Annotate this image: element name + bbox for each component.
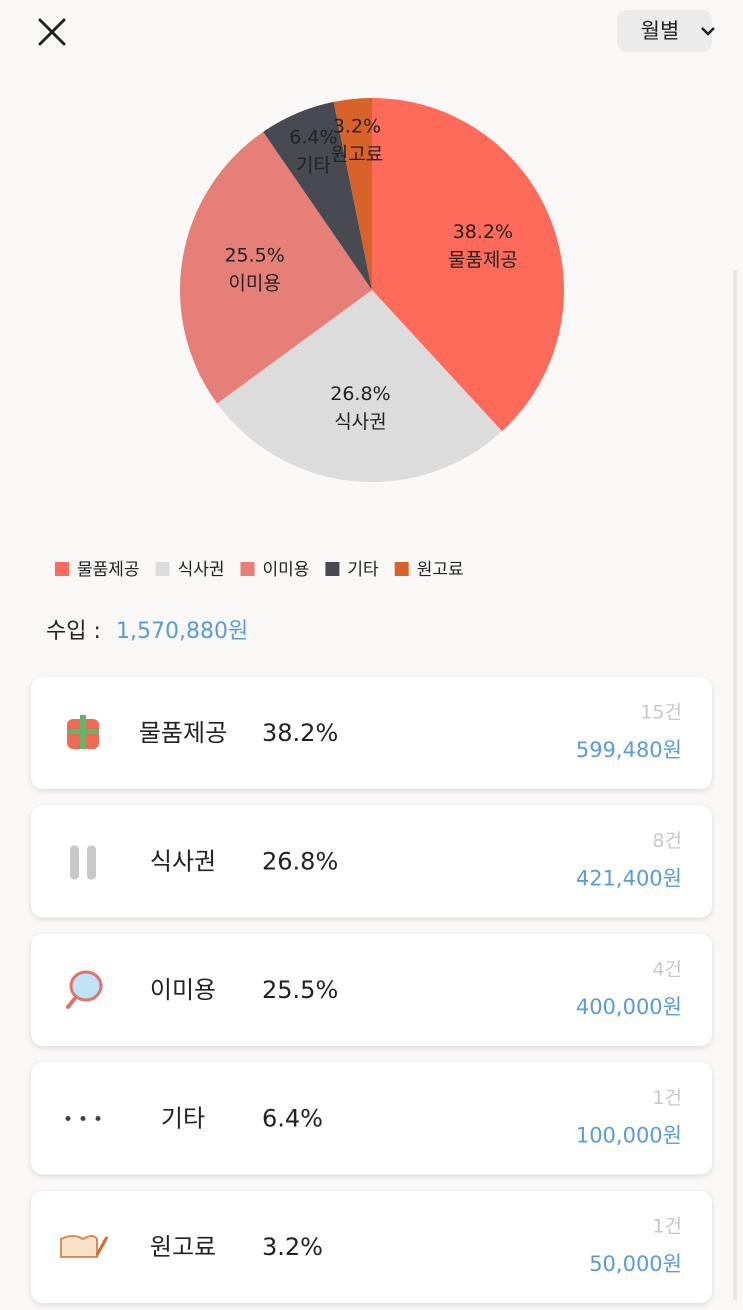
category-name: 물품제공: [139, 719, 227, 747]
category-count: 1건: [652, 1216, 682, 1238]
period-dropdown[interactable]: 월별: [617, 10, 715, 52]
legend-label: 기타: [347, 560, 379, 580]
slice-percent: 3.2%: [333, 115, 381, 137]
category-card[interactable]: 원고료 3.2% 1건 50,000원: [31, 1191, 712, 1303]
category-card[interactable]: 이미용 25.5% 4건 400,000원: [31, 934, 712, 1046]
category-amount: 100,000원: [576, 1124, 682, 1148]
legend-label: 식사권: [178, 560, 225, 580]
legend-swatch: [240, 562, 255, 576]
category-count: 4건: [652, 959, 682, 981]
icon: [70, 845, 79, 880]
slice-name: 이미용: [228, 273, 280, 295]
icon: [67, 729, 99, 734]
card-background: [31, 934, 712, 1046]
icon: [69, 970, 103, 1002]
category-count: 8건: [652, 830, 682, 852]
slice-name: 식사권: [334, 411, 386, 433]
category-card[interactable]: 물품제공 38.2% 15건 599,480원: [31, 677, 712, 789]
category-name: 원고료: [150, 1233, 216, 1261]
category-card[interactable]: 기타 6.4% 1건 100,000원: [31, 1062, 712, 1175]
slice-percent: 26.8%: [330, 383, 390, 405]
icon: [80, 1116, 86, 1121]
slice-percent: 25.5%: [224, 245, 284, 267]
pie-slice: [217, 290, 503, 482]
legend: 물품제공 식사권 이미용 기타 원고료: [55, 560, 464, 580]
legend-swatch: [155, 562, 170, 576]
slice-percent: 38.2%: [453, 221, 513, 243]
summary-label: 수입 :: [46, 619, 101, 644]
legend-label: 원고료: [417, 560, 464, 580]
pie-slice: [263, 101, 372, 290]
category-count: 1건: [652, 1087, 682, 1109]
category-percent: 6.4%: [262, 1105, 323, 1133]
scrollbar: [733, 270, 737, 1300]
slice-name: 원고료: [331, 143, 383, 165]
category-percent: 38.2%: [262, 719, 338, 747]
category-card[interactable]: 식사권 26.8% 8건 421,400원: [31, 805, 712, 918]
icon: [66, 995, 78, 1009]
category-percent: 25.5%: [262, 976, 338, 1004]
summary-amount: 1,570,880원: [116, 619, 248, 644]
legend-swatch: [55, 562, 69, 576]
close-button[interactable]: [38, 18, 66, 46]
category-count: 15건: [640, 702, 682, 724]
pie-slice: [180, 131, 372, 404]
pie-slice: [333, 98, 372, 290]
slice-percent: 6.4%: [289, 127, 337, 149]
icon: [95, 1236, 109, 1256]
icon: [95, 1116, 101, 1121]
card-background: [31, 1191, 712, 1303]
legend-swatch: [394, 562, 409, 576]
dropdown-label: 월별: [641, 19, 680, 43]
legend-swatch: [325, 562, 340, 576]
category-percent: 26.8%: [262, 848, 338, 876]
category-amount: 50,000원: [589, 1252, 682, 1276]
pie-slice: [372, 98, 564, 432]
slice-name: 물품제공: [448, 249, 518, 271]
category-amount: 421,400원: [576, 867, 682, 891]
pie-chart: 38.2% 물품제공 26.8% 식사권 25.5% 이미용 6.4% 기타3.2% 원고료: [180, 98, 564, 482]
icon: [87, 845, 96, 880]
chevron: [701, 27, 715, 36]
card-background: [31, 1062, 712, 1175]
category-amount: 400,000원: [576, 995, 682, 1019]
legend-label: 이미용: [262, 560, 309, 580]
category-name: 식사권: [150, 848, 216, 876]
icon: [60, 1235, 98, 1258]
category-percent: 3.2%: [262, 1233, 323, 1261]
icon: [65, 1116, 71, 1121]
card-background: [31, 805, 712, 918]
card-background: [31, 677, 712, 789]
legend-label: 물품제공: [77, 560, 140, 580]
category-name: 기타: [161, 1105, 205, 1133]
slice-name: 기타: [296, 155, 331, 177]
category-amount: 599,480원: [576, 738, 682, 762]
category-name: 이미용: [150, 976, 216, 1004]
